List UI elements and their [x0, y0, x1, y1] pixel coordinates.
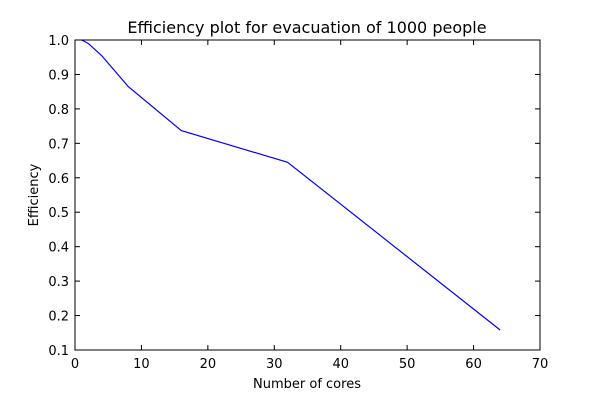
y-tick-label: 1.0: [48, 34, 69, 49]
y-tick-label: 0.5: [48, 206, 69, 221]
x-tick-label: 70: [532, 357, 549, 372]
y-tick-label: 0.7: [48, 137, 69, 152]
x-tick-label: 60: [465, 357, 482, 372]
x-tick-label: 20: [200, 357, 217, 372]
x-tick-label: 0: [71, 357, 79, 372]
y-tick-label: 0.8: [48, 103, 69, 118]
y-tick-label: 0.9: [48, 68, 69, 83]
x-tick-label: 50: [399, 357, 416, 372]
y-tick-label: 0.6: [48, 172, 69, 187]
x-tick-label: 40: [332, 357, 349, 372]
y-axis-label: Efficiency: [27, 163, 42, 226]
x-tick-label: 30: [266, 357, 283, 372]
series-layer: [81, 39, 501, 331]
axis-ticks: 0 10 20 30 40 50 60 70 0.1 0.2 0.3 0.4 0.5 0.6 0.7 0.8 0…: [48, 34, 548, 372]
efficiency-series-line: [81, 39, 501, 331]
plot-frame: [74, 39, 541, 351]
chart-title: Efficiency plot for evacuation of 1000 p…: [127, 18, 486, 37]
y-tick-label: 0.3: [48, 275, 69, 290]
x-axis-label: Number of cores: [253, 377, 361, 392]
x-tick-label: 10: [133, 357, 150, 372]
y-tick-label: 0.4: [48, 241, 69, 256]
y-tick-label: 0.1: [48, 344, 69, 359]
y-tick-label: 0.2: [48, 310, 69, 325]
